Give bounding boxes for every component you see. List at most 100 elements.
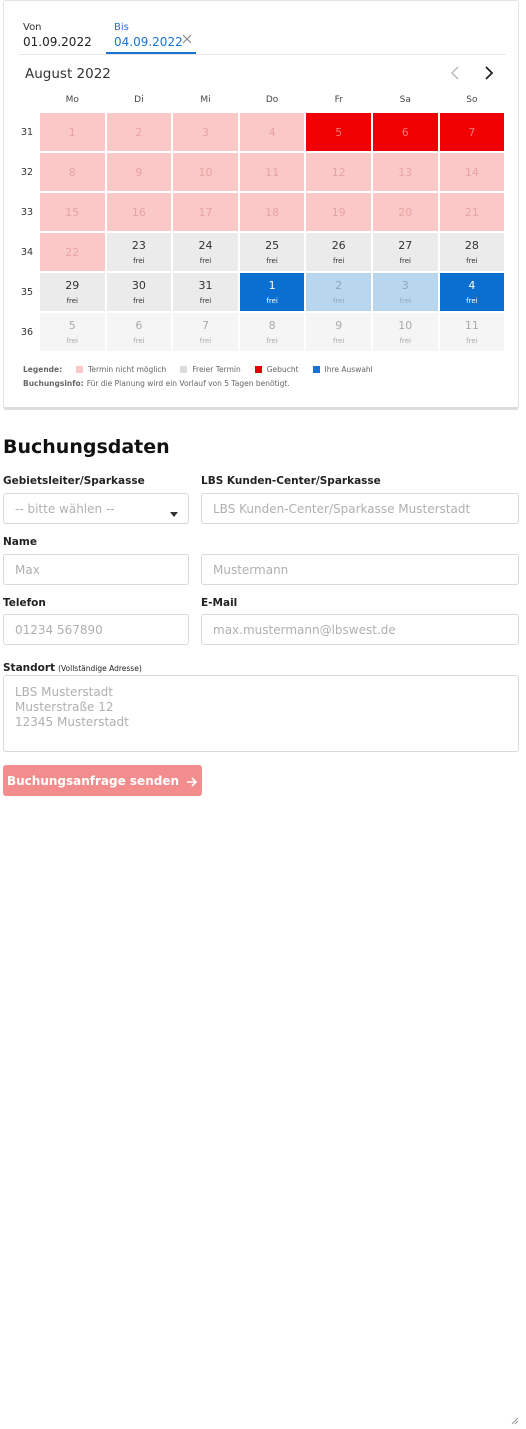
first-name-input[interactable]: Max: [3, 554, 189, 585]
weekday-label: Sa: [399, 95, 411, 105]
from-label: Von: [23, 22, 42, 33]
region-label: Gebietsleiter/Sparkasse: [3, 475, 145, 487]
calendar-day[interactable]: 6 frei: [106, 313, 172, 351]
location-label-row: Standort (Vollständige Adresse): [3, 656, 142, 675]
legend-swatch: [180, 365, 188, 373]
week-number: 31: [20, 126, 34, 138]
calendar-day[interactable]: 24 frei: [173, 233, 238, 271]
day-status: frei: [199, 257, 212, 265]
submit-label: Buchungsanfrage senden: [6, 773, 180, 788]
day-number: 22: [65, 245, 80, 259]
calendar-day[interactable]: 1 frei: [239, 273, 305, 311]
day-number: 9: [335, 319, 343, 332]
calendar-day[interactable]: 5 frei: [40, 313, 105, 351]
calendar-day: 20: [373, 193, 438, 231]
calendar-day: 7: [439, 113, 505, 151]
week-number: 33: [20, 206, 34, 218]
day-number: 21: [464, 205, 479, 219]
tab-divider: [19, 54, 506, 55]
submit-arrow: [187, 776, 198, 787]
next-month-svg: [485, 66, 494, 80]
calendar-day[interactable]: 3 frei: [373, 273, 438, 311]
clear-date-svg: [182, 34, 192, 44]
day-number: 10: [398, 319, 413, 332]
calendar-day: 12: [306, 153, 371, 191]
day-number: 4: [268, 125, 276, 139]
calendar-day[interactable]: 9 frei: [306, 313, 371, 351]
day-number: 3: [401, 279, 409, 292]
clear-date[interactable]: [182, 29, 192, 44]
submit-button[interactable]: Buchungsanfrage senden: [3, 765, 202, 796]
center-label: LBS Kunden-Center/Sparkasse: [201, 475, 381, 487]
calendar-day: 17: [173, 193, 238, 231]
day-number: 19: [331, 205, 346, 219]
weekday-label: Mi: [200, 95, 211, 105]
day-number: 5: [68, 319, 76, 332]
day-number: 6: [135, 319, 143, 332]
select-caret: [170, 506, 178, 517]
phone-input[interactable]: 01234 567890: [3, 614, 189, 645]
next-month[interactable]: [483, 65, 495, 81]
calendar-day[interactable]: 23 frei: [106, 233, 172, 271]
day-status: frei: [399, 297, 412, 305]
to-value[interactable]: 04.09.2022: [114, 35, 183, 49]
calendar-day[interactable]: 8 frei: [239, 313, 305, 351]
last-name-input[interactable]: Mustermann: [201, 554, 519, 585]
day-status: frei: [133, 297, 145, 305]
day-number: 23: [131, 239, 146, 252]
from-value[interactable]: 01.09.2022: [23, 35, 92, 49]
day-number: 17: [198, 205, 213, 219]
calendar-day: 5: [306, 113, 371, 151]
day-number: 6: [401, 125, 409, 139]
legend: Legende: Termin nicht möglich Freier Termi…: [23, 363, 503, 375]
booking-page: Von 01.09.2022 Bis 04.09.2022 August 2022 Mo D…: [3, 0, 519, 1425]
calendar-day[interactable]: 26 frei: [306, 233, 371, 271]
day-number: 18: [265, 205, 280, 219]
calendar-day: 9: [106, 153, 172, 191]
calendar-day[interactable]: 4 frei: [439, 273, 505, 311]
prev-month[interactable]: [449, 65, 461, 81]
location-textarea[interactable]: LBS Musterstadt Musterstraße 12 12345 Must…: [3, 675, 519, 1425]
calendar-day: 18: [239, 193, 305, 231]
email-label: E-Mail: [201, 597, 238, 609]
info-title: Buchungsinfo:: [23, 379, 84, 388]
day-status: frei: [266, 257, 278, 265]
day-number: 31: [198, 279, 213, 292]
day-status: frei: [266, 297, 278, 305]
calendar-day: 15: [40, 193, 105, 231]
calendar-day[interactable]: 2 frei: [306, 273, 371, 311]
resize-handle: [509, 1414, 519, 1425]
day-status: frei: [199, 297, 212, 305]
name-label: Name: [3, 536, 37, 548]
calendar-day[interactable]: 10 frei: [373, 313, 438, 351]
calendar-day: 21: [439, 193, 505, 231]
calendar-day[interactable]: 7 frei: [173, 313, 238, 351]
day-status: frei: [266, 337, 278, 345]
calendar-day: 13: [373, 153, 438, 191]
center-input[interactable]: LBS Kunden-Center/Sparkasse Musterstadt: [201, 493, 519, 524]
day-number: 9: [135, 165, 143, 179]
legend-swatch: [76, 365, 84, 373]
calendar-day[interactable]: 29 frei: [40, 273, 105, 311]
day-number: 28: [464, 239, 479, 252]
calendar-day[interactable]: 28 frei: [439, 233, 505, 271]
calendar-day[interactable]: 27 frei: [373, 233, 438, 271]
calendar-day[interactable]: 31 frei: [173, 273, 238, 311]
location-hint: (Vollständige Adresse): [58, 664, 142, 673]
region-select[interactable]: -- bitte wählen --: [3, 493, 189, 524]
day-status: frei: [399, 257, 412, 265]
calendar-day: 16: [106, 193, 172, 231]
day-number: 20: [398, 205, 413, 219]
email-input[interactable]: max.mustermann@lbswest.de: [201, 614, 519, 645]
day-status: frei: [332, 257, 345, 265]
prev-month-svg: [450, 66, 459, 80]
weekday-label: Fr: [334, 95, 343, 105]
day-status: frei: [66, 297, 79, 305]
calendar-day[interactable]: 30 frei: [106, 273, 172, 311]
day-status: frei: [466, 297, 478, 305]
weekday-label: Mo: [65, 95, 79, 105]
calendar-day[interactable]: 11 frei: [439, 313, 505, 351]
calendar-day[interactable]: 25 frei: [239, 233, 305, 271]
day-number: 1: [268, 279, 276, 292]
day-number: 13: [398, 165, 413, 179]
